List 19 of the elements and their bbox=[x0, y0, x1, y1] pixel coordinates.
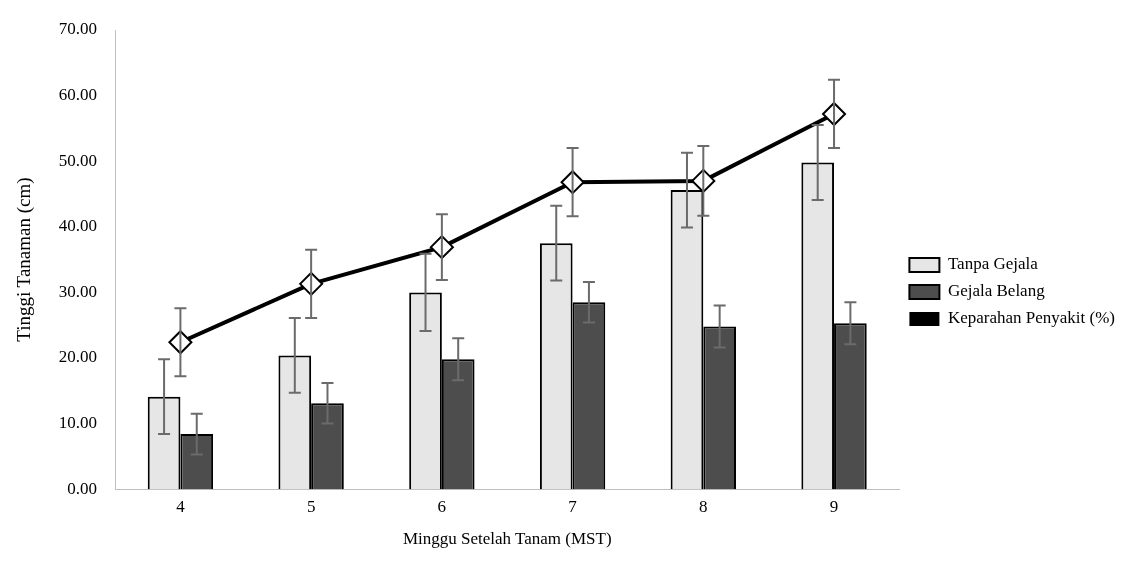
legend-label: Gejala Belang bbox=[947, 281, 1046, 301]
y-tick-label: 0.00 bbox=[67, 478, 98, 498]
x-axis-title: Minggu Setelah Tanam (MST) bbox=[402, 529, 612, 549]
x-tick-label: 5 bbox=[306, 496, 316, 516]
y-tick-label: 20.00 bbox=[58, 347, 98, 367]
x-tick-label: 6 bbox=[437, 496, 447, 516]
y-tick-label: 50.00 bbox=[58, 150, 98, 170]
x-tick-label: 9 bbox=[829, 496, 839, 516]
x-tick-label: 8 bbox=[699, 496, 708, 516]
y-tick-label: 10.00 bbox=[58, 413, 98, 433]
y-tick-label: 60.00 bbox=[58, 85, 98, 105]
y-tick-label: 40.00 bbox=[58, 216, 98, 236]
x-tick-label: 4 bbox=[176, 496, 186, 516]
y-tick-label: 70.00 bbox=[58, 19, 98, 39]
y-axis-title: Tinggi Tanaman (cm) bbox=[13, 177, 36, 342]
legend-label: Tanpa Gejala bbox=[947, 254, 1039, 274]
y-tick-label: 30.00 bbox=[58, 281, 98, 301]
legend-label: Keparahan Penyakit (%) bbox=[947, 308, 1116, 328]
x-tick-label: 7 bbox=[568, 496, 578, 516]
